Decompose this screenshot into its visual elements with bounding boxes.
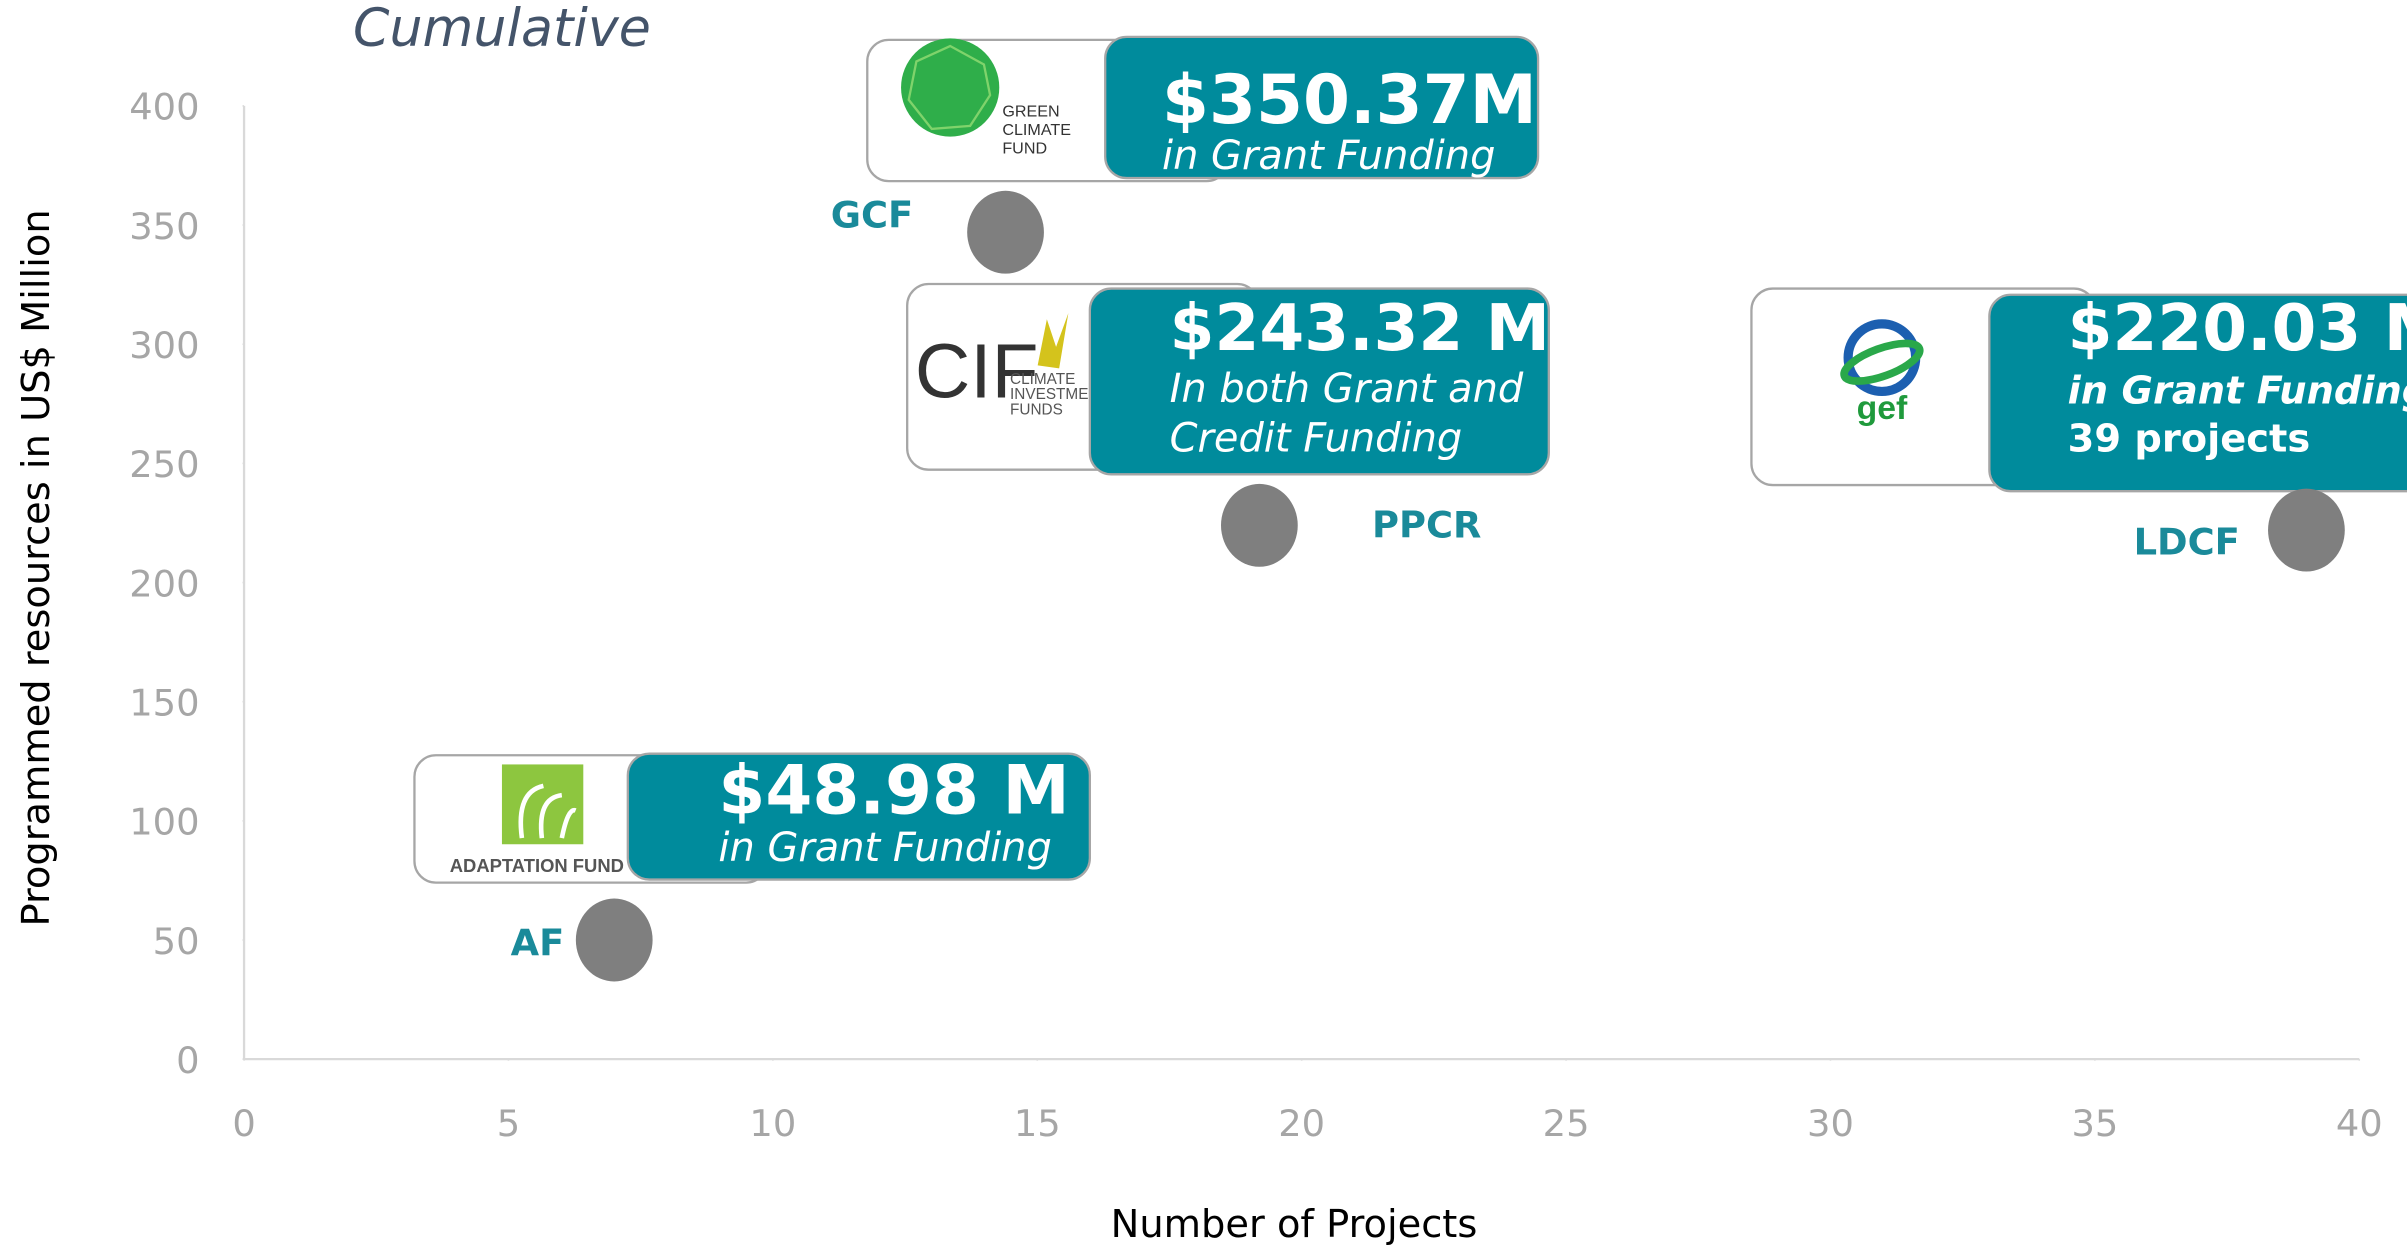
y-tick-label: 250	[129, 443, 199, 486]
callout-text: in Grant Funding	[718, 825, 1051, 871]
y-tick-label: 200	[129, 562, 199, 605]
logo-facets	[907, 44, 992, 131]
x-tick-label: 10	[749, 1102, 796, 1145]
callout-text: 39 projects	[2068, 416, 2311, 461]
x-tick-label: 40	[2336, 1102, 2383, 1145]
y-tick-label: 100	[129, 801, 199, 844]
point	[2268, 488, 2345, 572]
y-tick-label: 400	[129, 86, 199, 129]
logo-text: FUND	[1002, 140, 1047, 158]
callout-text: in Grant Funding	[1162, 133, 1495, 179]
callout-text: $48.98 M	[718, 751, 1069, 830]
logo-text: GREEN	[1002, 103, 1059, 121]
callout-text: In both Grant and	[1170, 366, 1524, 412]
logo-orbit	[1840, 339, 1924, 385]
point	[967, 190, 1044, 274]
callout-box	[1104, 35, 1540, 180]
logo-text: CLIMATE	[1002, 121, 1071, 139]
point	[575, 898, 653, 982]
callout-text: $220.03 M	[2068, 291, 2407, 366]
x-tick-label: 5	[497, 1102, 520, 1145]
x-tick-label: 20	[1278, 1102, 1325, 1145]
logo-globe	[901, 38, 1000, 137]
logo-text: CIF	[915, 330, 1039, 415]
logo-text: FUNDS	[1010, 401, 1063, 418]
callout-box	[1088, 287, 1550, 476]
logo-text: CLIMATE	[1010, 371, 1075, 388]
point-label: LDCF	[2134, 521, 2240, 564]
x-tick-label: 15	[1014, 1102, 1061, 1145]
point-label: AF	[511, 921, 565, 964]
x-tick-label: 0	[232, 1102, 255, 1145]
logo-text: ADAPTATION FUND	[450, 855, 624, 876]
callout-text: $243.32 M	[1170, 291, 1550, 366]
x-tick-label: 30	[1807, 1102, 1854, 1145]
point	[1221, 483, 1298, 567]
callout-text: $350.37M	[1162, 60, 1537, 139]
logo-flags	[1037, 313, 1069, 369]
point-label: PPCR	[1372, 504, 1481, 547]
chart-title: Cumulative	[353, 0, 651, 59]
callout-box	[1988, 293, 2407, 493]
x-tick-label: 35	[2071, 1102, 2118, 1145]
logo-text: gef	[1857, 389, 1908, 427]
x-axis-label: Number of Projects	[1111, 1202, 1478, 1246]
chart-body: Cumulative Number of Projects Programmed…	[14, 0, 2407, 1246]
callout-text: Credit Funding	[1170, 415, 1463, 461]
y-axis-label: Programmed resources in US$ Million	[14, 209, 59, 926]
y-tick-label: 150	[129, 682, 199, 725]
y-tick-label: 300	[129, 324, 199, 367]
callout-text: in Grant Funding	[2068, 369, 2407, 414]
x-tick-label: 25	[1543, 1102, 1590, 1145]
logo-text: INVESTMENT	[1010, 386, 1110, 403]
logo-fountain	[518, 783, 577, 839]
y-tick-label: 50	[153, 920, 200, 963]
point-label: GCF	[831, 194, 913, 237]
callout-box	[626, 752, 1092, 881]
y-tick-label: 0	[176, 1039, 199, 1082]
y-tick-label: 350	[129, 205, 199, 248]
